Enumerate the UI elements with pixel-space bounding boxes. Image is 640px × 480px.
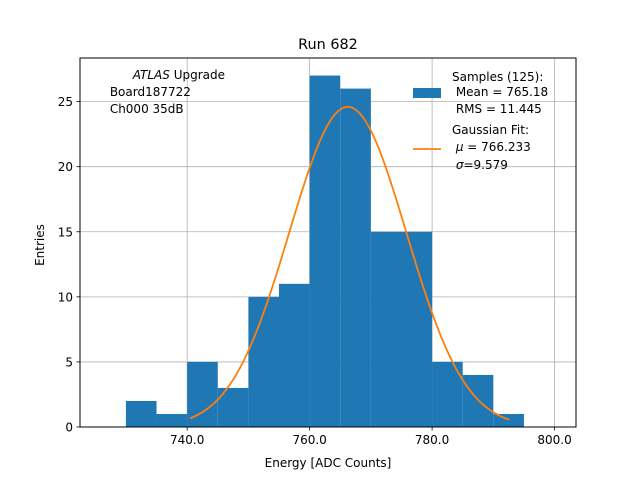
- y-tick-label: 25: [58, 95, 73, 109]
- annotation-upgrade: Upgrade: [170, 68, 225, 82]
- legend-swatch-samples: [413, 88, 441, 98]
- gaussian-fit-curve: [189, 105, 510, 421]
- histogram-bar: [125, 400, 157, 427]
- svg-text:σ=9.579: σ=9.579: [452, 158, 508, 172]
- x-axis-label: Energy [ADC Counts]: [265, 456, 392, 470]
- histogram-bar: [340, 88, 371, 427]
- axes-frame: [79, 57, 577, 428]
- y-axis-label: Entries: [33, 224, 47, 266]
- gaussian-fit: [189, 105, 510, 421]
- legend: Samples (125): Mean = 765.18 RMS = 11.44…: [413, 70, 548, 172]
- annotation-board: Board187722: [106, 85, 191, 99]
- histogram-bar: [401, 231, 433, 427]
- svg-text:μ = 766.233: μ = 766.233: [452, 140, 531, 154]
- legend-samples-mean: Mean = 765.18: [452, 85, 548, 99]
- plot-area: 740.0 760.0 780.0 800.0 0 5 10 15 20 25: [58, 57, 577, 447]
- legend-samples-title: Samples (125):: [452, 70, 543, 84]
- legend-fit-mu-value: = 766.233: [463, 140, 530, 154]
- y-tick-label: 0: [65, 421, 73, 435]
- histogram-bar: [248, 296, 280, 427]
- annotation-channel: Ch000 35dB: [106, 102, 184, 116]
- legend-samples-rms: RMS = 11.445: [452, 102, 542, 116]
- x-tick-label: 800.0: [537, 433, 571, 447]
- chart-title: Run 682: [298, 37, 358, 53]
- y-tick-label: 10: [58, 290, 73, 304]
- histogram-bar: [370, 231, 402, 427]
- histogram-bar: [156, 413, 188, 427]
- x-tick-label: 740.0: [170, 433, 204, 447]
- x-tick-label: 780.0: [415, 433, 449, 447]
- y-tick-label: 20: [58, 160, 73, 174]
- legend-fit-sigma-symbol: σ: [456, 158, 464, 172]
- y-tick-label: 5: [65, 355, 73, 369]
- legend-fit-mu-symbol: μ: [455, 140, 464, 154]
- x-tick-label: 760.0: [292, 433, 326, 447]
- svg-text:ATLAS Upgrade: ATLAS Upgrade: [106, 68, 244, 82]
- y-tick-label: 15: [58, 225, 73, 239]
- histogram-bar: [493, 413, 524, 427]
- histogram-bar: [309, 75, 341, 428]
- histogram-bar: [279, 283, 310, 427]
- annotation-box: ATLAS Upgrade Board187722 Ch000 35dB: [106, 68, 244, 116]
- legend-fit-sigma-value: =9.579: [463, 158, 507, 172]
- legend-fit-title: Gaussian Fit:: [452, 123, 529, 137]
- histogram-bar: [187, 361, 218, 427]
- annotation-atlas: ATLAS: [132, 68, 171, 82]
- axis-ticks: 740.0 760.0 780.0 800.0 0 5 10 15 20 25: [58, 95, 572, 447]
